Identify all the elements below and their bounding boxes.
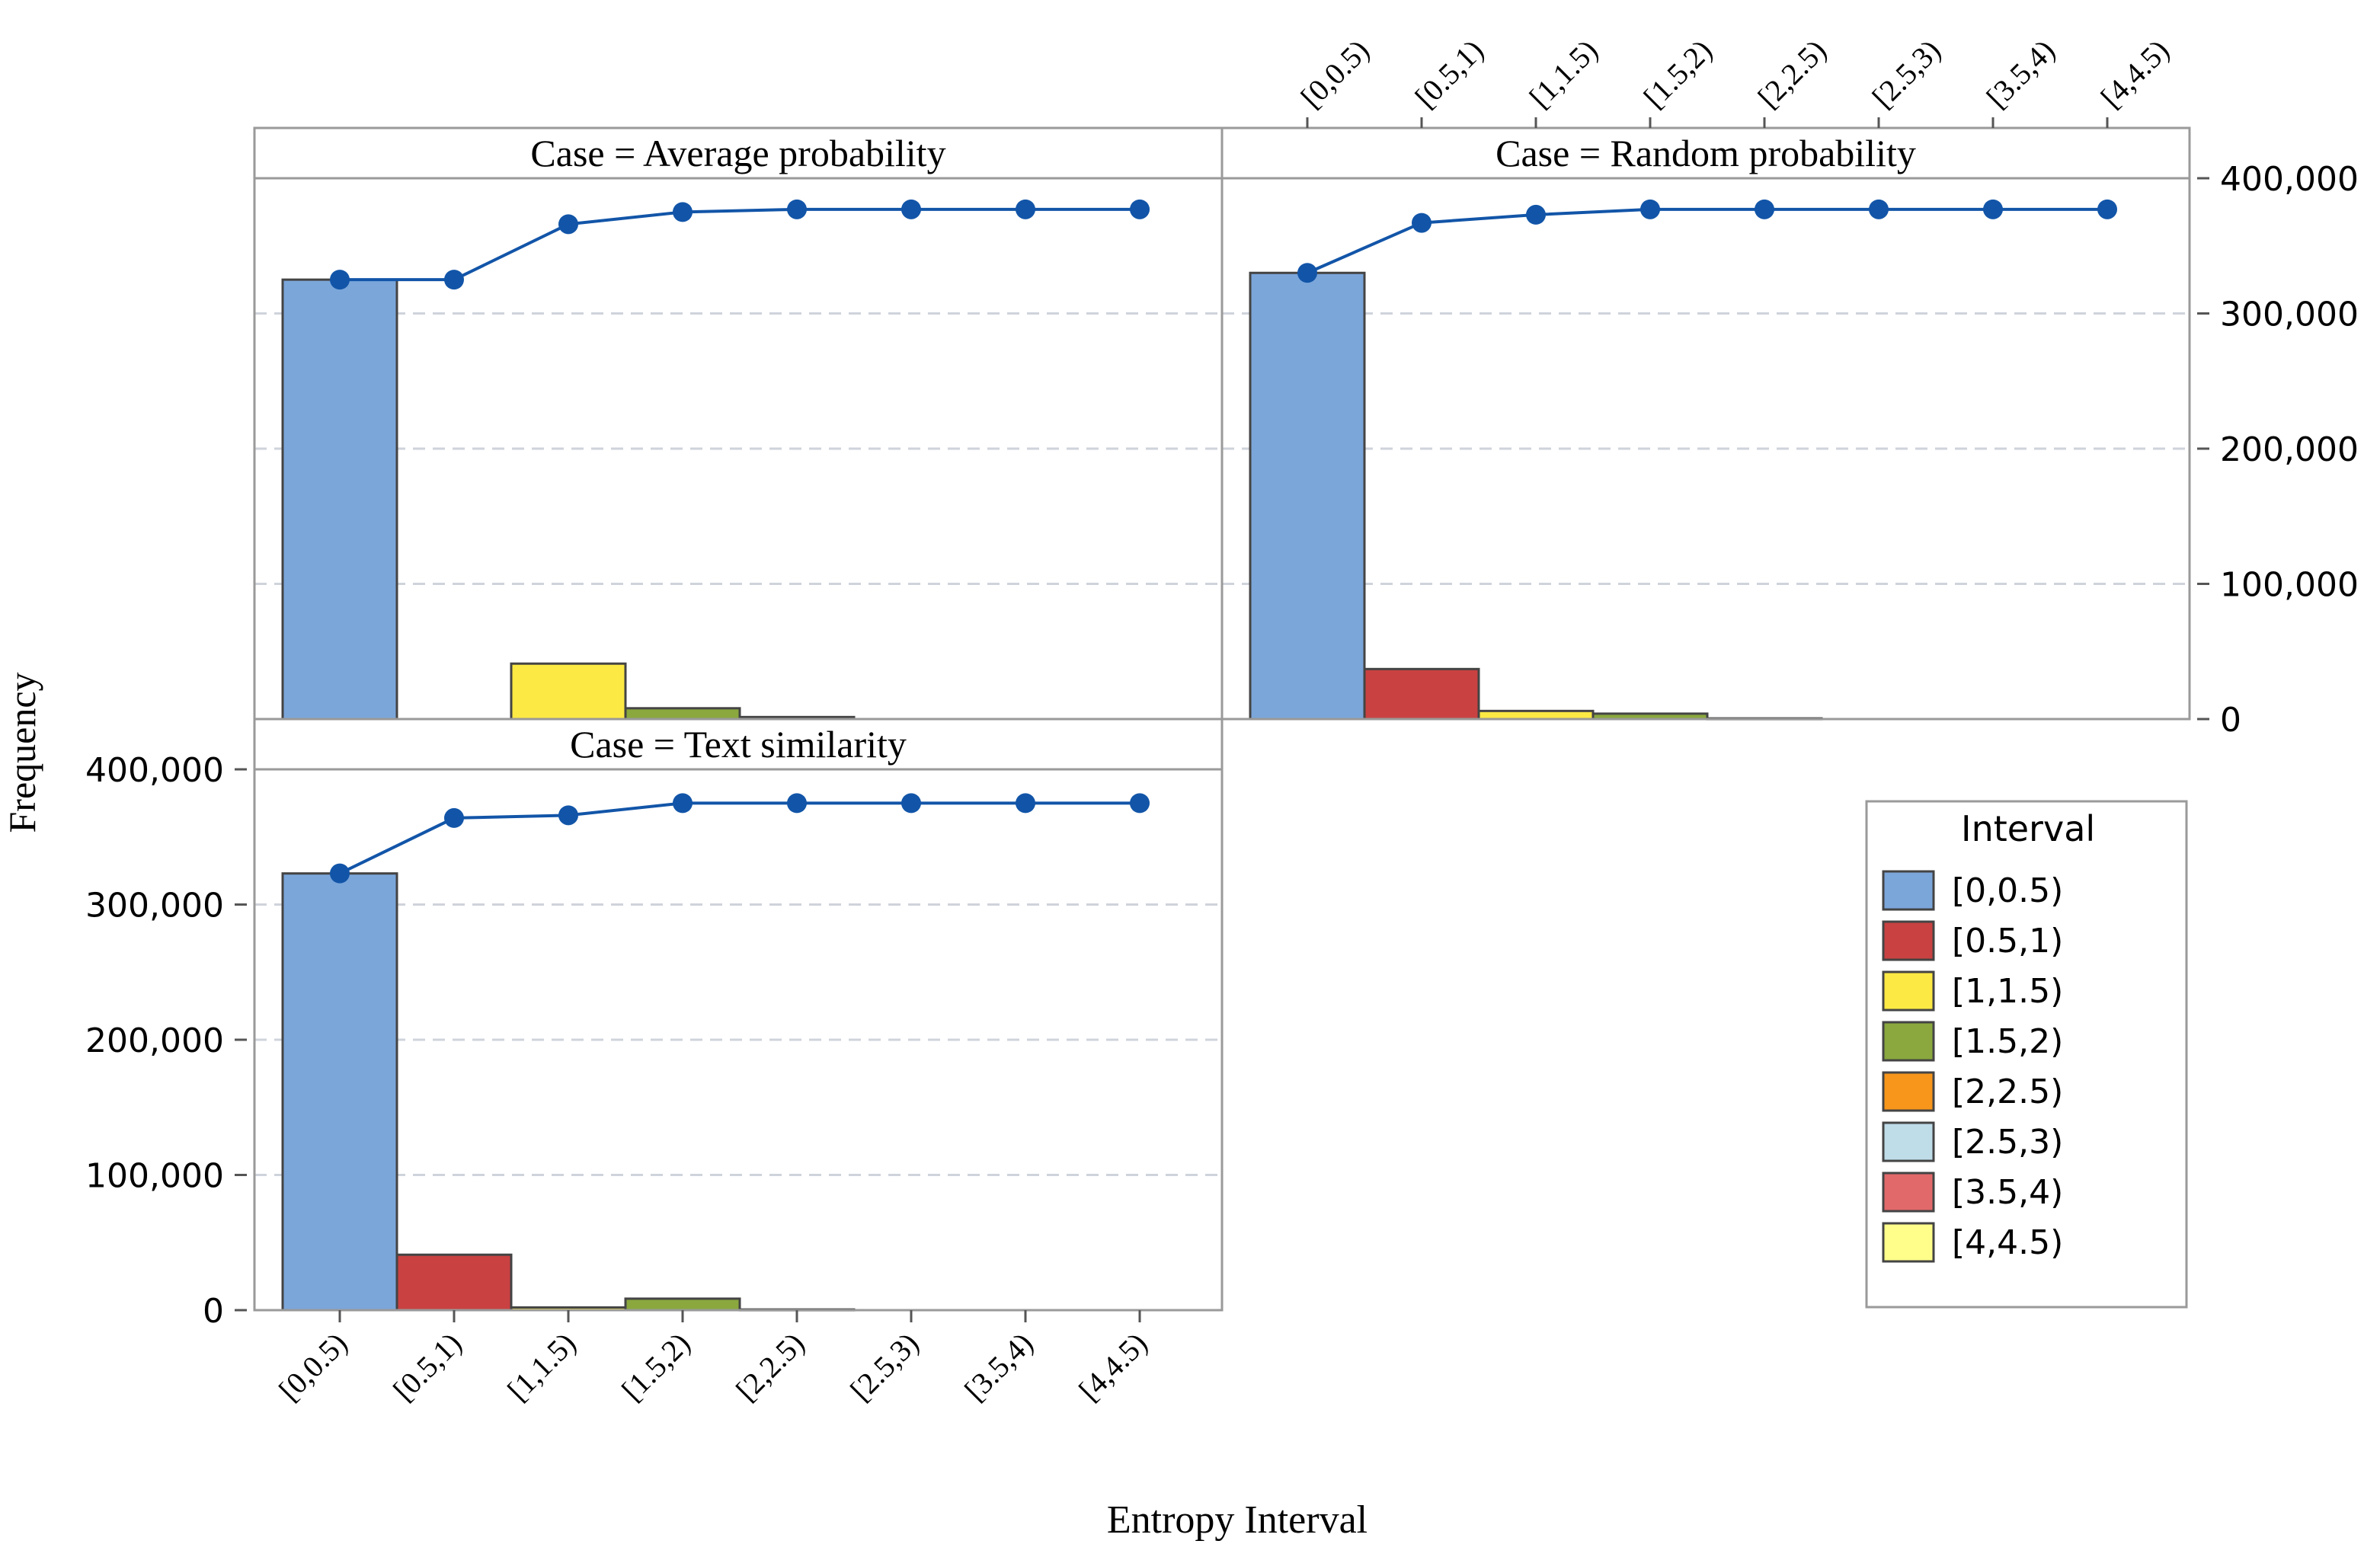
- y-tick-label: 400,000: [85, 751, 224, 790]
- x-tick-label: [2.5,3): [843, 1326, 925, 1408]
- cumulative-point: [330, 270, 350, 290]
- bar: [395, 1253, 513, 1312]
- legend-entry-label: [0.5,1): [1952, 922, 2063, 961]
- legend-entry-label: [1,1.5): [1952, 972, 2063, 1011]
- x-tick-label: [2.5,3): [1866, 33, 1947, 114]
- y-tick-label: 0: [203, 1292, 224, 1331]
- panel-frame: [253, 718, 1224, 1312]
- panel-frame: [253, 126, 1224, 721]
- legend-entry-label: [1.5,2): [1952, 1022, 2063, 1061]
- x-tick-label: [0.5,1): [1409, 33, 1490, 114]
- cumulative-point: [1297, 263, 1317, 283]
- x-tick-label: [0,0.5): [272, 1326, 353, 1408]
- x-tick-label: [1.5,2): [1637, 33, 1719, 114]
- y-tick-label: 0: [2220, 701, 2241, 740]
- cumulative-point: [558, 214, 578, 235]
- panel-title: Case = Text similarity: [570, 723, 907, 766]
- bar: [1363, 667, 1480, 721]
- legend-entry-label: [3.5,4): [1952, 1173, 2063, 1212]
- legend-swatch: [1882, 1172, 1935, 1213]
- cumulative-point: [1640, 199, 1660, 219]
- x-tick-label: [3.5,4): [1980, 33, 2062, 114]
- x-axis-label: Entropy Interval: [1107, 1498, 1368, 1542]
- bar: [281, 278, 398, 721]
- legend-entry-label: [2.5,3): [1952, 1123, 2063, 1162]
- cumulative-point: [673, 202, 693, 222]
- cumulative-point: [1412, 213, 1432, 233]
- cumulative-point: [444, 270, 464, 290]
- x-tick-label: [4,4.5): [2094, 33, 2176, 114]
- bar: [1477, 709, 1595, 721]
- cumulative-line: [1307, 207, 2107, 275]
- y-tick-label: 200,000: [2220, 430, 2359, 469]
- cumulative-point: [330, 863, 350, 884]
- cumulative-point: [1869, 199, 1889, 219]
- legend-swatch: [1882, 920, 1935, 961]
- bar: [624, 1297, 741, 1312]
- x-tick-label: [2,2.5): [729, 1326, 811, 1408]
- bar: [510, 662, 627, 721]
- legend-entry-label: [0,0.5): [1952, 871, 2063, 910]
- legend-swatch: [1882, 970, 1935, 1012]
- legend-swatch: [1882, 870, 1935, 911]
- bar: [281, 872, 398, 1312]
- cumulative-line: [339, 801, 1140, 875]
- cumulative-point: [444, 807, 464, 828]
- legend-swatch: [1882, 1222, 1935, 1263]
- y-tick-label: 300,000: [2220, 296, 2359, 334]
- bar: [1249, 271, 1366, 721]
- frames-layer: [235, 117, 2209, 1322]
- bars-layer: [281, 271, 1823, 1312]
- panel-title: Case = Average probability: [530, 132, 945, 174]
- lines-layer: [330, 199, 2117, 884]
- legend-swatch: [1882, 1071, 1935, 1112]
- x-tick-label: [4,4.5): [1072, 1326, 1153, 1408]
- y-tick-label: 100,000: [85, 1157, 224, 1196]
- legend-title: Interval: [1961, 808, 2095, 849]
- bar: [624, 707, 741, 721]
- cumulative-point: [1016, 793, 1035, 814]
- cumulative-point: [1526, 204, 1546, 225]
- legend-swatch: [1882, 1021, 1935, 1062]
- y-tick-label: 400,000: [2220, 160, 2359, 199]
- cumulative-line: [340, 207, 1140, 282]
- cumulative-point: [1755, 199, 1774, 219]
- legend-entry-label: [2,2.5): [1952, 1072, 2063, 1111]
- cumulative-point: [1130, 199, 1150, 219]
- y-tick-label: 300,000: [85, 887, 224, 925]
- cumulative-point: [1130, 793, 1150, 814]
- x-tick-label: [1.5,2): [615, 1326, 696, 1408]
- cumulative-point: [2097, 199, 2117, 219]
- y-tick-label: 100,000: [2220, 566, 2359, 605]
- x-tick-label: [0,0.5): [1294, 33, 1376, 114]
- cumulative-point: [901, 199, 921, 219]
- legend-swatch: [1882, 1121, 1935, 1162]
- panel-title: Case = Random probability: [1495, 132, 1916, 174]
- x-tick-label: [3.5,4): [958, 1326, 1039, 1408]
- panel-frame: [1220, 126, 2191, 721]
- cumulative-point: [1983, 199, 2003, 219]
- y-axis-label: Frequency: [1, 672, 43, 833]
- x-tick-label: [0.5,1): [386, 1326, 468, 1408]
- cumulative-point: [787, 793, 807, 814]
- cumulative-point: [1016, 199, 1035, 219]
- cumulative-point: [558, 805, 578, 826]
- y-tick-label: 200,000: [85, 1021, 224, 1060]
- x-tick-label: [2,2.5): [1751, 33, 1833, 114]
- cumulative-point: [787, 199, 807, 219]
- x-tick-label: [1,1.5): [501, 1326, 582, 1408]
- legend: Interval [0,0.5) [0.5,1) [1,1.5) [1.5,2) [2,2…: [1865, 800, 2188, 1309]
- text-layer: Frequency Entropy Interval Case = Averag…: [1, 33, 2359, 1542]
- cumulative-point: [673, 793, 693, 814]
- legend-entry-label: [4,4.5): [1952, 1223, 2063, 1262]
- cumulative-point: [901, 793, 921, 814]
- x-tick-label: [1,1.5): [1523, 33, 1604, 114]
